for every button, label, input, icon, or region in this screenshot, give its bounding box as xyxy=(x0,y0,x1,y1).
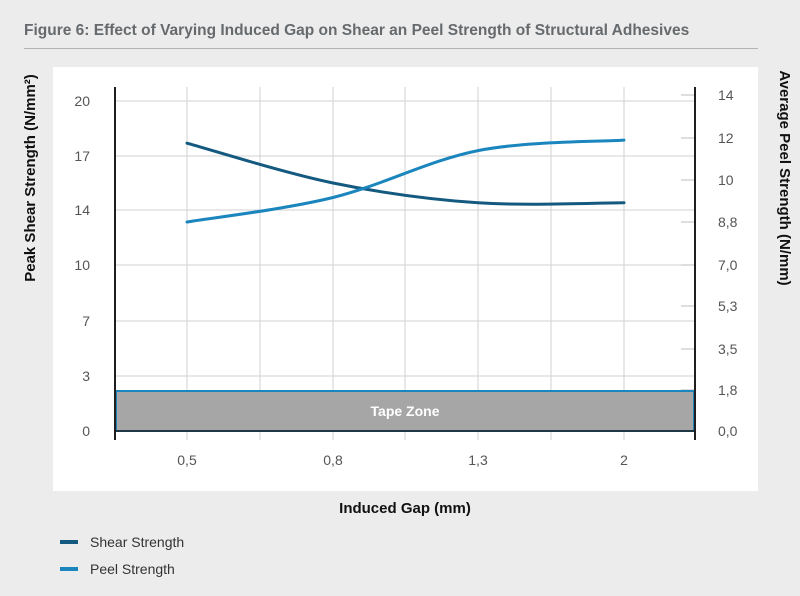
y-tick-label-2: 14 xyxy=(74,202,90,218)
y-tick-label-4: 7 xyxy=(82,313,90,329)
y2-tick-label-5: 5,3 xyxy=(718,298,738,314)
y-tick-label-3: 10 xyxy=(74,257,90,273)
y-tick-label-0: 20 xyxy=(74,93,90,109)
y2-tick-label-2: 10 xyxy=(718,172,734,188)
y-tick-label-6: 0 xyxy=(82,423,90,439)
y2-tick-label-3: 8,8 xyxy=(718,214,738,230)
y-tick-label-1: 17 xyxy=(74,148,90,164)
series-line-shear xyxy=(185,141,626,206)
legend-label-peel: Peel Strength xyxy=(90,560,175,577)
tape-zone-label: Tape Zone xyxy=(371,403,440,419)
tape-zone-band xyxy=(115,390,695,432)
y2-tick-label-4: 7,0 xyxy=(718,257,738,273)
title-divider xyxy=(24,48,758,49)
legend-label-shear: Shear Strength xyxy=(90,533,185,550)
y2-tick-label-8: 0,0 xyxy=(718,423,738,439)
x-tick-label-0: 0,5 xyxy=(177,452,197,468)
x-tick-label-1: 0,8 xyxy=(323,452,343,468)
y2-tick-label-6: 3,5 xyxy=(718,341,738,357)
legend-item-peel: Peel Strength xyxy=(60,555,184,582)
legend-item-shear: Shear Strength xyxy=(60,528,184,555)
series-line-peel xyxy=(185,138,626,224)
y2-axis-title: Average Peel Strength (N/mm) xyxy=(776,70,793,285)
y2-tick-label-0: 14 xyxy=(718,87,734,103)
y2-tick-label-7: 1,8 xyxy=(718,382,738,398)
legend-swatch-shear xyxy=(60,539,78,544)
y-axis-title: Peak Shear Strength (N/mm²) xyxy=(22,74,39,282)
x-axis-title: Induced Gap (mm) xyxy=(339,500,471,517)
x-tick-label-2: 1,3 xyxy=(468,452,488,468)
y-tick-label-5: 3 xyxy=(82,368,90,384)
y2-tick-label-1: 12 xyxy=(718,130,734,146)
legend: Shear Strength Peel Strength xyxy=(60,528,184,582)
chart-title: Figure 6: Effect of Varying Induced Gap … xyxy=(24,22,690,39)
x-tick-label-3: 2 xyxy=(620,452,628,468)
legend-swatch-peel xyxy=(60,566,78,571)
